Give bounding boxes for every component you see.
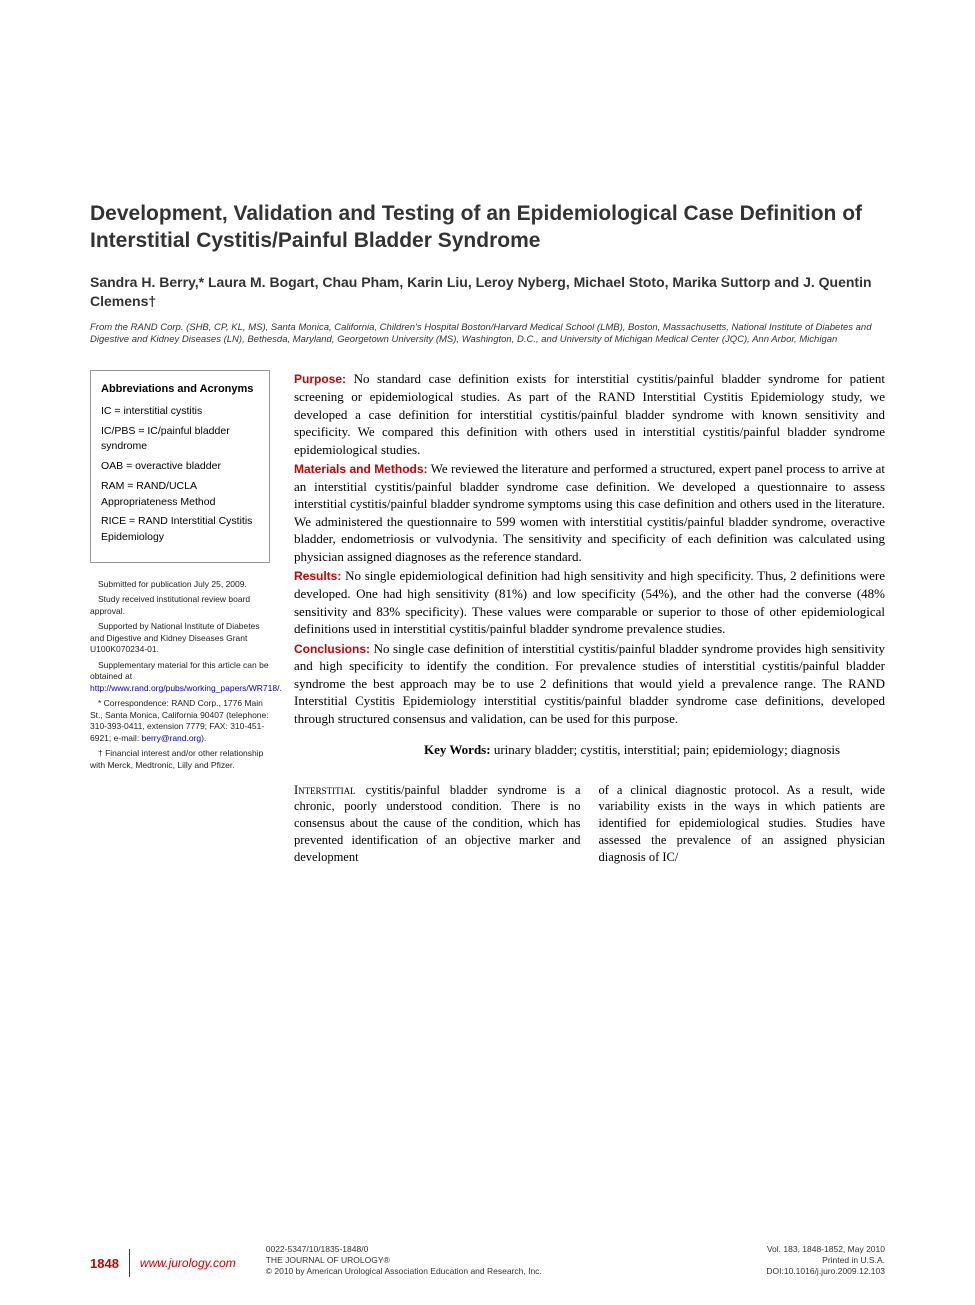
keywords-block: Key Words: urinary bladder; cystitis, in… (424, 741, 885, 759)
author-list: Sandra H. Berry,* Laura M. Bogart, Chau … (90, 273, 885, 312)
page-footer: 1848 www.jurology.com 0022-5347/10/1835-… (90, 1244, 885, 1277)
footer-doi: DOI:10.1016/j.juro.2009.12.103 (766, 1266, 885, 1277)
sidebar: Abbreviations and Acronyms IC = intersti… (90, 370, 270, 866)
footnote-correspondence: * Correspondence: RAND Corp., 1776 Main … (90, 698, 270, 744)
affiliations: From the RAND Corp. (SHB, CP, KL, MS), S… (90, 322, 885, 347)
footnote-submitted: Submitted for publication July 25, 2009. (90, 579, 270, 590)
footnote-supplementary: Supplementary material for this article … (90, 660, 270, 694)
abbrev-item: IC/PBS = IC/painful bladder syndrome (101, 424, 259, 456)
results-label: Results: (294, 569, 341, 583)
body-column-1: Interstitial cystitis/painful bladder sy… (294, 782, 581, 866)
footnote-irb: Study received institutional review boar… (90, 594, 270, 617)
abstract-results: Results: No single epidemiological defin… (294, 567, 885, 637)
footnote-supplementary-prefix: Supplementary material for this article … (90, 660, 269, 681)
body-lead-smallcaps: Interstitial (294, 783, 356, 797)
footer-vol-issue: Vol. 183, 1848-1852, May 2010 (766, 1244, 885, 1255)
two-column-layout: Abbreviations and Acronyms IC = intersti… (90, 370, 885, 866)
abstract-purpose: Purpose: No standard case definition exi… (294, 370, 885, 458)
footer-left: 1848 www.jurology.com (90, 1249, 236, 1277)
keywords-text: urinary bladder; cystitis, interstitial;… (491, 742, 841, 757)
abbrev-item: OAB = overactive bladder (101, 459, 259, 475)
supplementary-link[interactable]: http://www.rand.org/pubs/working_papers/… (90, 683, 279, 693)
abstract-methods: Materials and Methods: We reviewed the l… (294, 460, 885, 565)
methods-label: Materials and Methods: (294, 462, 428, 476)
footnotes-block: Submitted for publication July 25, 2009.… (90, 579, 270, 771)
abbrev-item: RICE = RAND Interstitial Cystitis Epidem… (101, 514, 259, 546)
footer-issn: 0022-5347/10/1835-1848/0 (266, 1244, 542, 1255)
page-content: Development, Validation and Testing of a… (0, 0, 975, 906)
journal-url: www.jurology.com (140, 1256, 236, 1270)
purpose-label: Purpose: (294, 372, 346, 386)
abbrev-item: IC = interstitial cystitis (101, 404, 259, 420)
footnote-support: Supported by National Institute of Diabe… (90, 621, 270, 655)
conclusions-text: No single case definition of interstitia… (294, 641, 885, 726)
footer-middle: 0022-5347/10/1835-1848/0 THE JOURNAL OF … (266, 1244, 542, 1277)
conclusions-label: Conclusions: (294, 642, 370, 656)
article-title: Development, Validation and Testing of a… (90, 200, 885, 255)
methods-text: We reviewed the literature and performed… (294, 461, 885, 564)
purpose-text: No standard case definition exists for i… (294, 371, 885, 456)
body-column-2: of a clinical diagnostic protocol. As a … (599, 782, 886, 866)
abbrev-item: RAM = RAND/UCLA Appropriateness Method (101, 479, 259, 511)
abbreviations-heading: Abbreviations and Acronyms (101, 381, 259, 398)
main-column: Purpose: No standard case definition exi… (294, 370, 885, 866)
results-text: No single epidemiological definition had… (294, 568, 885, 636)
correspondence-email-link[interactable]: berry@rand.org (142, 733, 202, 743)
footer-divider (129, 1249, 130, 1277)
keywords-label: Key Words: (424, 742, 491, 757)
footnote-correspondence-suffix: ). (201, 733, 206, 743)
footer-journal-name: THE JOURNAL OF UROLOGY® (266, 1255, 542, 1266)
footnote-coi: † Financial interest and/or other relati… (90, 748, 270, 771)
footer-copyright: © 2010 by American Urological Associatio… (266, 1266, 542, 1277)
abstract-conclusions: Conclusions: No single case definition o… (294, 640, 885, 728)
footer-right: Vol. 183, 1848-1852, May 2010 Printed in… (766, 1244, 885, 1277)
footnote-supplementary-suffix: . (279, 683, 281, 693)
abstract: Purpose: No standard case definition exi… (294, 370, 885, 727)
page-number: 1848 (90, 1256, 119, 1271)
abbreviations-box: Abbreviations and Acronyms IC = intersti… (90, 370, 270, 563)
body-text-columns: Interstitial cystitis/painful bladder sy… (294, 782, 885, 866)
footer-printed: Printed in U.S.A. (766, 1255, 885, 1266)
